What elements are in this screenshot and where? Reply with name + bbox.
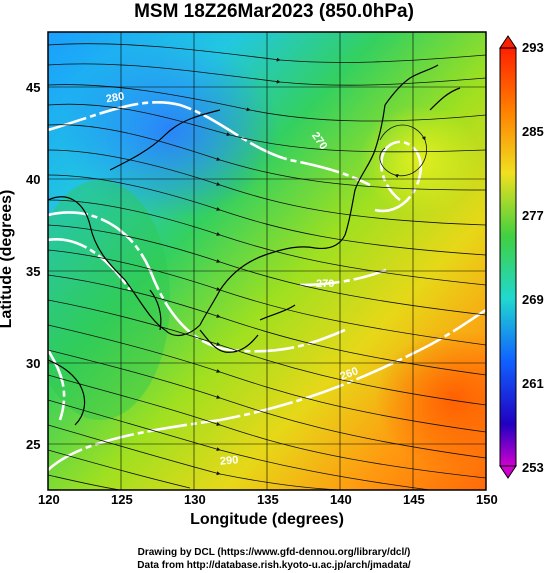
colorbar-label: 285 — [522, 124, 544, 139]
x-tick: 135 — [257, 492, 279, 507]
x-tick: 130 — [184, 492, 206, 507]
isotherm-contours — [48, 101, 486, 471]
colorbar — [499, 35, 517, 479]
colorbar-label: 277 — [522, 208, 544, 223]
y-tick: 30 — [26, 356, 41, 371]
x-tick: 140 — [330, 492, 352, 507]
plot-frame — [47, 31, 487, 491]
x-tick: 120 — [38, 492, 60, 507]
y-tick: 35 — [26, 264, 41, 279]
colorbar-label: 253 — [522, 460, 544, 475]
coastlines — [48, 64, 461, 426]
map-title: MSM 18Z26Mar2023 (850.0hPa) — [134, 1, 414, 22]
wind-streamlines — [48, 43, 486, 490]
x-tick: 145 — [403, 492, 425, 507]
x-tick: 150 — [476, 492, 498, 507]
x-axis-label: Longitude (degrees) — [190, 511, 344, 528]
y-tick: 45 — [26, 80, 41, 95]
contour-label: 270 — [316, 278, 335, 290]
contour-label: 290 — [219, 454, 239, 468]
y-tick: 40 — [26, 172, 41, 187]
colorbar-label: 269 — [522, 292, 544, 307]
colorbar-label: 293 — [522, 40, 544, 55]
credit-drawing: Drawing by DCL (https://www.gfd-dennou.o… — [137, 547, 411, 558]
graticule — [48, 32, 486, 490]
x-tick: 125 — [111, 492, 133, 507]
y-axis-label: Latitude (degrees) — [0, 189, 15, 329]
y-tick: 25 — [26, 437, 41, 452]
credit-data: Data from http://database.rish.kyoto-u.a… — [137, 560, 411, 571]
colorbar-label: 261 — [522, 376, 544, 391]
